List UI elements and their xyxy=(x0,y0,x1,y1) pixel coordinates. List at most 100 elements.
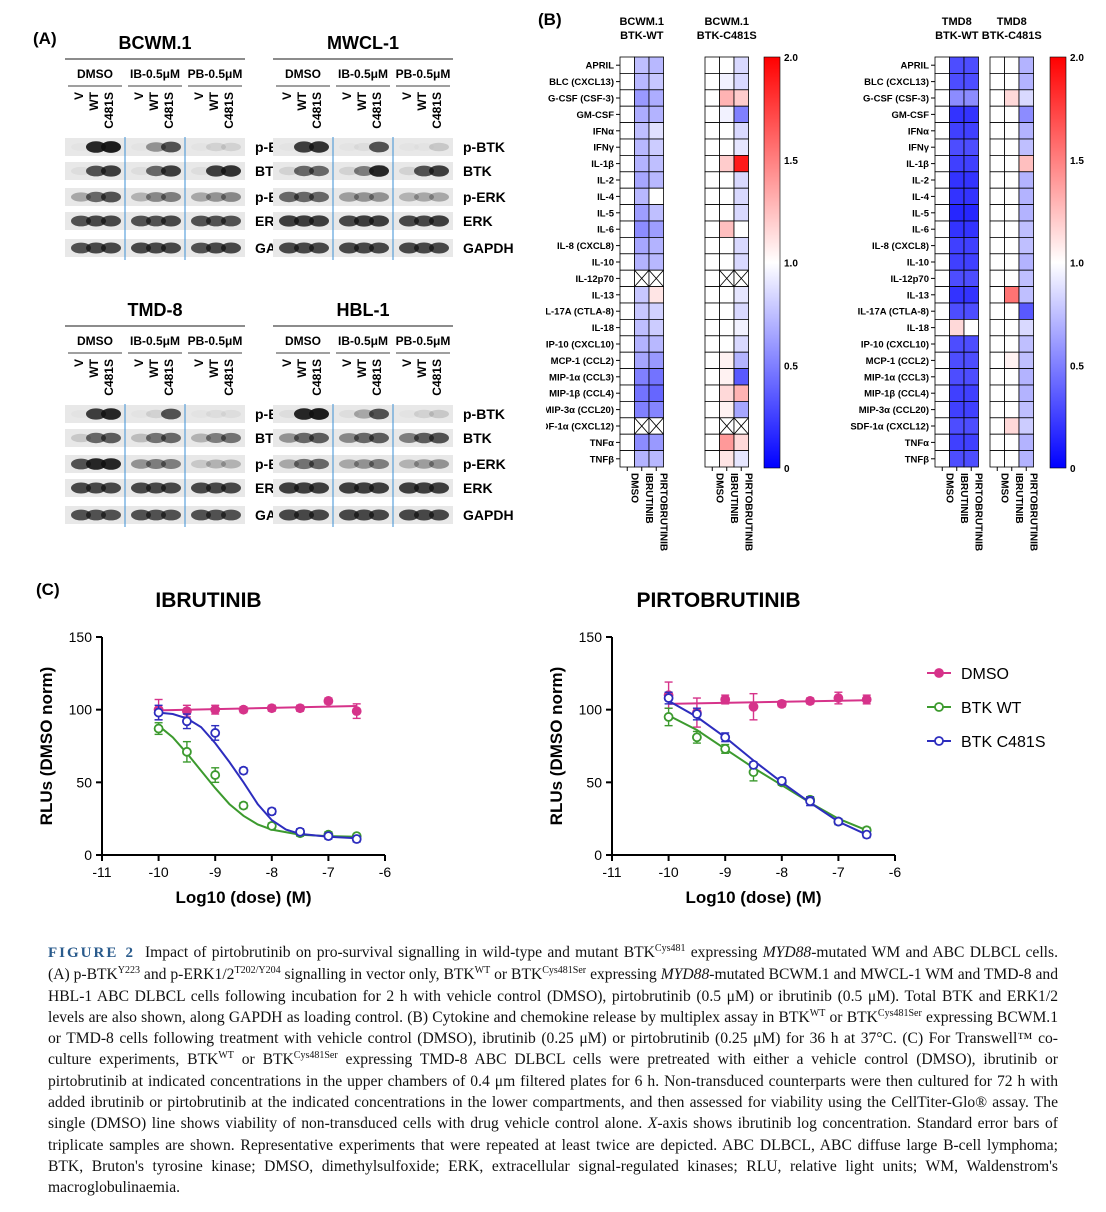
heatmap-row-label: IL-17A (CTLA-8) xyxy=(546,307,614,318)
heatmap-cell xyxy=(704,73,720,91)
data-point xyxy=(266,821,277,831)
heatmap-cell xyxy=(719,302,735,320)
heatmap-cell xyxy=(704,351,720,370)
legend-label: DMSO xyxy=(961,666,1009,683)
blot-lane-label: C481S xyxy=(370,359,384,396)
heatmap-cell-na-cross xyxy=(634,269,650,287)
caption-italic: MYD88 xyxy=(660,966,710,984)
blot-band xyxy=(131,242,151,254)
heatmap-cell xyxy=(949,187,965,205)
heatmap-cell xyxy=(949,105,965,123)
heatmap-cell xyxy=(989,89,1005,107)
heatmap-cell xyxy=(934,368,950,386)
heatmap-cell-na-cross xyxy=(648,417,664,435)
heatmap-cell xyxy=(963,368,979,386)
blot-band xyxy=(369,192,389,202)
heatmap-row-label: TNFβ xyxy=(905,454,929,465)
heatmap-row-label: G-CSF (CSF-3) xyxy=(548,94,614,105)
heatmap-cell xyxy=(1004,154,1020,173)
blot-band xyxy=(369,242,389,254)
series-0 xyxy=(153,696,362,721)
blot-band xyxy=(414,165,434,177)
heatmap-cell xyxy=(934,450,950,468)
heatmap-cell xyxy=(989,253,1005,271)
heatmap-cell xyxy=(619,302,635,320)
heatmap-group-3: TMD8 BTK-C481S DMSO IBRUTINIB PIRTOBRUTINIB xyxy=(982,16,1042,551)
heatmap-cell xyxy=(733,138,749,156)
blot-treatment-label: PB-0.5μM xyxy=(188,67,243,81)
heatmap-cell xyxy=(648,351,664,370)
heatmap-row-label: IFNγ xyxy=(593,143,614,154)
blot-lane-label: V xyxy=(132,359,146,367)
blot-lane-label: V xyxy=(340,92,354,100)
blot-band xyxy=(101,215,121,227)
heatmap-col-label: DMSO xyxy=(998,473,1009,503)
heatmap-col-label: IBRUTINIB xyxy=(728,473,739,524)
cytokine-heatmap: BCWM.1 BTK-WT APRIL BLC (CXCL13) G-CSF (CSF-… xyxy=(546,16,1084,551)
heatmap-cell xyxy=(963,56,979,74)
blot-lane-label: V xyxy=(72,359,86,367)
blot-band xyxy=(161,165,181,177)
heatmap-row-label: IL-13 xyxy=(907,290,929,301)
colorbar-tick-label: 0 xyxy=(1070,464,1076,475)
caption-text: -mutated BCWM.1 and MWCL-1 WM and TMD-8 … xyxy=(48,966,1058,1026)
heatmap-cell xyxy=(1004,433,1020,452)
heatmap-cell xyxy=(949,335,965,353)
heatmap-cell xyxy=(1018,236,1034,255)
heatmap-cell xyxy=(963,351,979,370)
heatmap-cell xyxy=(1018,417,1034,435)
blot-band xyxy=(369,165,389,177)
heatmap-col-label: DMSO xyxy=(628,473,639,503)
blot-lane-label: C481S xyxy=(430,359,444,396)
blot-lane-label: V xyxy=(400,92,414,100)
heatmap-group-subtitle: BTK-C481S xyxy=(982,30,1042,42)
heatmap-row-label: IL-5 xyxy=(597,208,615,219)
blot-band xyxy=(429,432,449,444)
blot-title: BCWM.1 xyxy=(119,33,192,53)
heatmap-cell xyxy=(1018,450,1034,468)
data-point xyxy=(351,834,362,844)
heatmap-cell xyxy=(634,204,650,222)
blot-band xyxy=(191,166,211,176)
blot-band xyxy=(354,242,374,254)
legend-marker xyxy=(934,736,944,746)
data-point xyxy=(295,703,306,714)
heatmap-cell xyxy=(719,335,735,353)
heatmap-row-label: MIP-1α (CCL3) xyxy=(549,372,614,383)
heatmap-cell xyxy=(989,400,1005,419)
heatmap-cell xyxy=(989,368,1005,386)
heatmap-cell xyxy=(1004,56,1020,74)
heatmap-cell xyxy=(1018,318,1034,337)
x-tick-label: -9 xyxy=(209,864,222,880)
heatmap-cell xyxy=(949,138,965,156)
blot-band xyxy=(414,482,434,494)
blot-lane-label: C481S xyxy=(102,359,116,396)
blot-band-label: GAPDH xyxy=(463,507,514,523)
heatmap-cell xyxy=(963,335,979,353)
heatmap-cell xyxy=(934,220,950,238)
heatmap-cell xyxy=(949,154,965,173)
series-fit-line xyxy=(158,711,357,840)
heatmap-cell xyxy=(989,105,1005,123)
heatmap-cell xyxy=(989,417,1005,435)
blot-band xyxy=(339,482,359,494)
heatmap-cell xyxy=(704,450,720,468)
blot-band xyxy=(399,459,419,469)
blot-band-label: p-ERK xyxy=(463,189,506,205)
blot-band xyxy=(146,142,166,152)
heatmap-cell xyxy=(989,204,1005,222)
y-axis-label: RLUs (DMSO norm) xyxy=(547,667,566,826)
legend-marker xyxy=(934,702,944,712)
blot-lane-label: C481S xyxy=(310,359,324,396)
heatmap-cell xyxy=(963,220,979,238)
heatmap-cell xyxy=(719,171,735,189)
legend-entry: BTK WT xyxy=(927,700,1022,717)
caption-sup: WT xyxy=(809,1007,826,1019)
blot-band-label: ERK xyxy=(463,480,493,496)
heatmap-cell xyxy=(634,56,650,74)
blot-treatment-label: DMSO xyxy=(285,67,321,81)
heatmap-cell xyxy=(733,335,749,353)
blot-band xyxy=(369,432,389,444)
